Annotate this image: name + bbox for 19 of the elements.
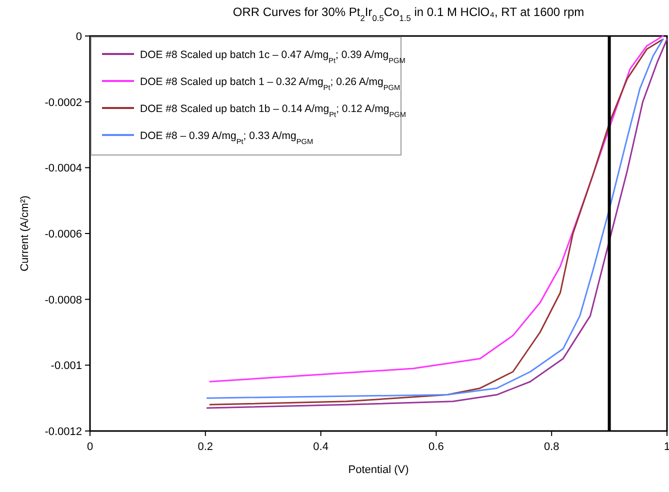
x-tick-label: 0.4 xyxy=(313,441,328,453)
x-tick-label: 0.6 xyxy=(428,441,444,453)
y-tick-label: -0.0006 xyxy=(44,228,82,240)
legend-label: DOE #8 Scaled up batch 1 – 0.32 A/mg$_{Pt}$; 0.26 A/mg$_{PGM}$ xyxy=(140,76,400,92)
y-tick-label: -0.0012 xyxy=(44,426,82,438)
y-tick-label: -0.0002 xyxy=(44,96,82,109)
y-axis-title: Current (A/cm²) xyxy=(19,196,31,272)
x-axis-title: Potential (V) xyxy=(348,464,409,476)
legend-label: DOE #8 – 0.39 A/mg$_{Pt}$; 0.33 A/mg$_{PGM}$ xyxy=(140,130,314,146)
y-tick-label: -0.001 xyxy=(50,360,82,372)
x-tick-label: 0.2 xyxy=(198,441,214,453)
legend-label: DOE #8 Scaled up batch 1c – 0.47 A/mg$_{Pt}$; 0.39 A/mg$_{PGM}$ xyxy=(140,49,406,64)
legend-label: DOE #8 Scaled up batch 1b – 0.14 A/mg$_{Pt}$; 0.12 A/mg$_{PGM}$ xyxy=(140,103,406,118)
chart-title: ORR Curves for 30% Pt$_{2}$Ir$_{0.5}$Co$_{1.5}$ in 0.1 M HClO₄, RT at 1600 rpm xyxy=(232,5,584,23)
x-tick-label: 0.8 xyxy=(544,441,560,453)
y-tick-label: 0 xyxy=(76,31,82,43)
x-tick-label: 0 xyxy=(86,441,94,453)
y-tick-label: -0.0008 xyxy=(44,294,82,306)
y-tick-label: -0.0004 xyxy=(44,162,82,175)
